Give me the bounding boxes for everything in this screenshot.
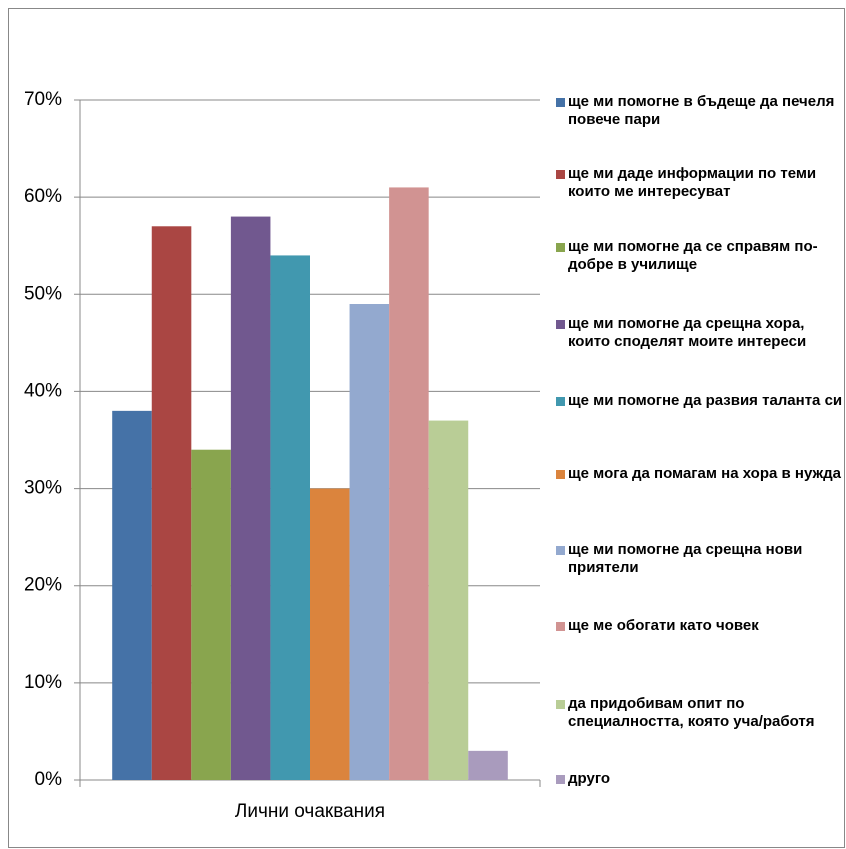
chart-border (8, 8, 845, 848)
legend-swatch (556, 397, 565, 406)
legend-swatch (556, 546, 565, 555)
legend-swatch (556, 700, 565, 709)
bar (230, 216, 271, 781)
legend-entry: ще мога да помагам на хора в нужда (556, 465, 844, 483)
legend-entry: да придобивам опит по специалността, коя… (556, 695, 844, 731)
legend-label: ще ме обогати като човек (568, 617, 759, 634)
bar (191, 449, 231, 780)
legend-label: ще ми помогне да срещна хора, които спод… (568, 315, 807, 350)
y-tick-label: 40% (24, 380, 62, 401)
legend-entry: ще ми помогне да развия таланта си (556, 392, 844, 410)
bar (389, 187, 429, 780)
legend-label: друго (568, 770, 611, 787)
legend-swatch (556, 622, 565, 631)
legend-entry: ще ми помогне в бъдеще да печеля повече … (556, 93, 844, 129)
legend-entry: ще ми помогне да се справям по-добре в у… (556, 238, 844, 274)
legend-label: ще мога да помагам на хора в нужда (568, 465, 841, 482)
legend-swatch (556, 470, 565, 479)
legend-entry: друго (556, 770, 844, 788)
legend-entry: ще ми помогне да срещна хора, които спод… (556, 315, 844, 351)
y-tick-label: 0% (35, 769, 63, 790)
y-tick-label: 30% (24, 478, 62, 499)
legend-entry: ще ми даде информации по теми които ме и… (556, 165, 844, 201)
y-tick-label: 20% (24, 575, 62, 596)
legend-label: ще ми помогне да се справям по-добре в у… (568, 238, 818, 273)
bar (151, 226, 192, 781)
legend-swatch (556, 320, 565, 329)
bar (112, 410, 152, 780)
legend-label: ще ми помогне да срещна нови приятели (568, 541, 803, 576)
legend-label: ще ми даде информации по теми които ме и… (568, 165, 817, 200)
legend-entry: ще ме обогати като човек (556, 617, 844, 635)
bar (468, 750, 508, 780)
legend-swatch (556, 170, 565, 179)
bar (428, 420, 469, 780)
x-tick-label: Лични очаквания (235, 801, 385, 822)
legend-label: да придобивам опит по специалността, коя… (568, 695, 815, 730)
bar (270, 255, 310, 780)
legend-swatch (556, 775, 565, 784)
bar (310, 488, 350, 780)
y-tick-label: 70% (24, 89, 62, 110)
y-tick-label: 10% (24, 672, 62, 693)
bar (349, 304, 390, 780)
legend-label: ще ми помогне в бъдеще да печеля повече … (568, 93, 835, 128)
y-tick-label: 60% (24, 186, 62, 207)
legend-swatch (556, 243, 565, 252)
y-tick-label: 50% (24, 283, 62, 304)
legend-swatch (556, 98, 565, 107)
legend-entry: ще ми помогне да срещна нови приятели (556, 541, 844, 577)
legend-label: ще ми помогне да развия таланта си (568, 392, 843, 409)
